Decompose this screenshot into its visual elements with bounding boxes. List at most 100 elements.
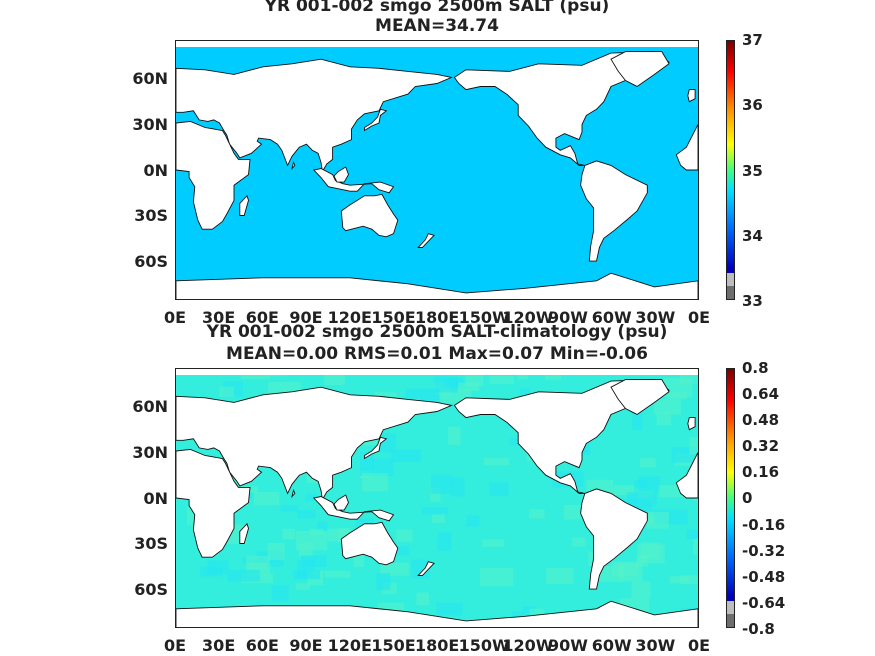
lon-label: 0E: [163, 308, 187, 327]
landmass-westafrica: [675, 124, 698, 171]
landmass-madagascar: [239, 194, 249, 216]
colorbar-label: 34: [742, 227, 763, 245]
salinity-panel: YR 001-002 smgo 2500m SALT (psu) MEAN=34…: [132, 0, 763, 327]
anomaly-cell: [432, 513, 445, 524]
anomaly-cell: [271, 585, 289, 602]
anomaly-cell: [391, 449, 421, 462]
anomaly-cell: [669, 576, 690, 584]
landmass-madagascar: [239, 522, 249, 544]
lon-label: 120E: [327, 636, 372, 655]
world-map: [175, 40, 699, 300]
map-canvas: [176, 369, 698, 627]
anomaly-cell: [219, 386, 234, 397]
anomaly-cell: [411, 559, 430, 579]
landmass-india_sri: [291, 489, 296, 499]
anomaly-cell: [646, 512, 669, 529]
arctic-land: [176, 41, 698, 47]
lon-label: 0E: [163, 636, 187, 655]
anomaly-cell: [296, 583, 310, 590]
colorbar-label: 0.32: [742, 437, 780, 455]
anomaly-cell: [654, 399, 682, 415]
lon-label: 90W: [548, 308, 588, 327]
landmass-eurasia: [176, 386, 454, 501]
landmass-uk: [687, 89, 696, 103]
landmass-newzealand: [417, 561, 435, 576]
anomaly-cell: [280, 505, 299, 512]
lat-label: 60S: [134, 252, 168, 271]
anomaly-cell: [529, 509, 545, 519]
lon-label: 90E: [289, 636, 323, 655]
landmass-eurasia: [176, 58, 454, 173]
landmass-greenland: [610, 51, 670, 88]
anomaly-cell: [489, 376, 515, 385]
anomaly-cell: [297, 510, 316, 519]
anomaly-cell: [482, 539, 504, 547]
lon-label: 60E: [245, 308, 279, 327]
anomaly-cell: [517, 371, 528, 380]
colorbar-label: -0.16: [742, 516, 786, 534]
landmass-australia: [340, 193, 399, 238]
colorbar-label: 35: [742, 162, 763, 180]
lon-label: 30W: [635, 636, 676, 655]
panel-title: YR 001-002 smgo 2500m SALT (psu): [264, 0, 610, 16]
anomaly-cell: [637, 544, 665, 564]
lat-label: 30S: [134, 206, 168, 225]
anomaly-cell: [200, 566, 223, 577]
anomaly-cell: [448, 426, 461, 445]
anomaly-cell: [293, 570, 320, 580]
anomaly-cell: [301, 555, 327, 567]
anomaly-cell: [545, 568, 574, 584]
anomaly-cell: [416, 592, 429, 606]
anomaly-cell: [631, 581, 651, 599]
lon-label: 120W: [502, 636, 554, 655]
panel-subtitle: MEAN=0.00 RMS=0.01 Max=0.07 Min=-0.06: [226, 344, 648, 364]
lon-label: 90W: [548, 636, 588, 655]
anomaly-cell: [613, 485, 635, 495]
colorbar-label: 0.48: [742, 411, 780, 429]
colorbar-label: 0.64: [742, 385, 780, 403]
anomaly-cell: [686, 529, 698, 539]
colorbar-label: 33: [742, 292, 763, 310]
landmass-indonesia: [312, 168, 395, 194]
anomaly-cell: [437, 532, 452, 551]
anomaly-cell: [627, 492, 657, 507]
landmass-antarctica: [176, 600, 698, 627]
lon-label: 60W: [591, 636, 632, 655]
landmass-southamerica: [580, 488, 648, 590]
anomaly-cell: [458, 382, 480, 391]
lon-label: 120E: [327, 308, 372, 327]
landmass-borneo: [333, 166, 349, 183]
anomaly-cell: [310, 528, 324, 536]
lat-label: 30N: [132, 115, 168, 134]
anomaly-cell: [359, 458, 394, 476]
anomaly-cell: [680, 575, 698, 585]
colorbar-label: 36: [742, 96, 763, 114]
landmass-newzealand: [417, 233, 435, 248]
anomaly-cell: [466, 515, 480, 527]
lat-label: 0N: [143, 489, 168, 508]
lon-label: 30E: [202, 636, 236, 655]
landmass-indonesia: [312, 496, 395, 522]
anomaly-cell: [396, 529, 413, 542]
landmass-africa: [176, 448, 251, 558]
landmass-borneo: [333, 494, 349, 511]
world-map: [175, 368, 699, 628]
anomaly-cell: [639, 457, 656, 468]
landmass-antarctica: [176, 272, 698, 299]
landmass-japan: [364, 436, 388, 460]
anomaly-cell: [430, 487, 441, 502]
anomaly-cell: [484, 458, 510, 466]
lon-label: 180E: [415, 636, 460, 655]
anomaly-cell: [296, 531, 328, 551]
anomaly-cell: [248, 563, 268, 570]
lon-label: 150W: [458, 636, 510, 655]
lon-label: 60W: [591, 308, 632, 327]
colorbar-label: 0.8: [742, 359, 769, 377]
anomaly-cell: [362, 473, 388, 492]
lat-label: 60N: [132, 397, 168, 416]
anomaly-cell: [656, 412, 672, 426]
colorbar: [726, 368, 735, 628]
lon-label: 150E: [371, 308, 416, 327]
anomaly-cell: [240, 372, 270, 380]
anomaly-cell: [253, 492, 280, 506]
